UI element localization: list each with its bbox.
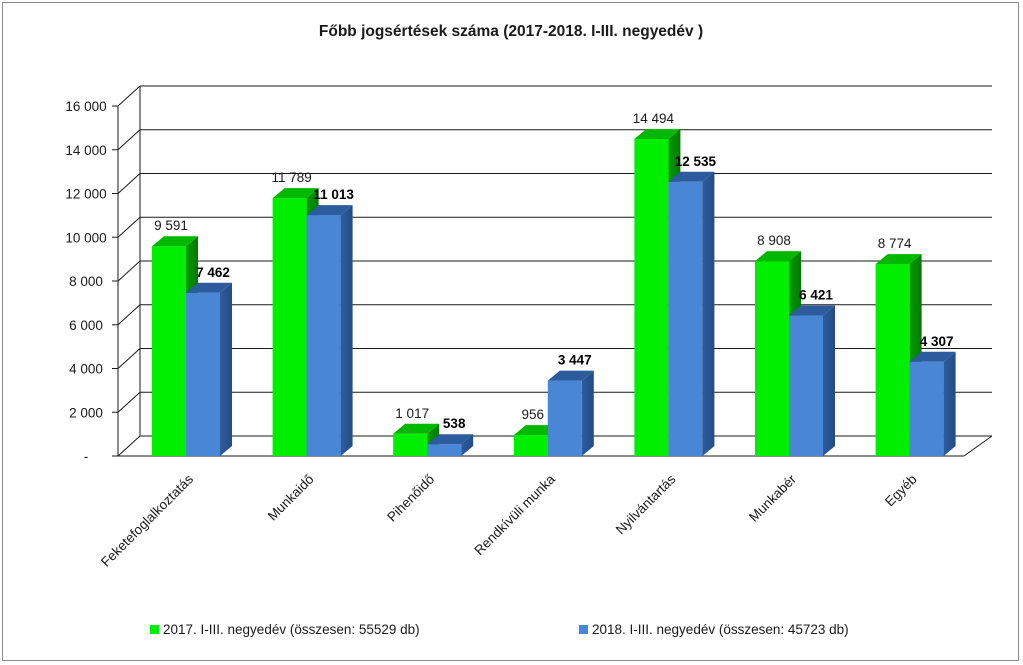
data-label: 12 535 (675, 154, 717, 169)
bar-top (427, 434, 474, 445)
data-label: 9 591 (154, 218, 188, 233)
bar-top (909, 351, 956, 362)
bar-2017 (634, 138, 669, 456)
bar-2018 (789, 315, 823, 456)
bar-side (702, 171, 715, 456)
bar-2017 (393, 433, 428, 456)
bar-top (668, 171, 715, 182)
bar-top (789, 305, 835, 316)
bar-side (220, 282, 232, 456)
bar-side (823, 305, 835, 456)
bar-top (152, 236, 198, 247)
gridline-side (117, 173, 141, 194)
x-tick-label: Egyéb (882, 472, 920, 510)
y-tick-label: 2 000 (69, 405, 103, 420)
bar-2018 (909, 361, 944, 456)
bar-top (755, 251, 801, 262)
y-tick-label: 14 000 (65, 143, 106, 158)
bar-top (272, 188, 319, 199)
y-tick-label: 4 000 (69, 362, 103, 377)
gridline-side (117, 391, 141, 413)
bar-top (634, 128, 681, 139)
bar-side (943, 351, 956, 456)
bar-side (581, 370, 594, 456)
y-tick-label: 6 000 (69, 318, 103, 333)
data-label: 1 017 (395, 406, 429, 421)
chart-title: Főbb jogsértések száma (2017-2018. I-III… (319, 23, 703, 40)
bar-2017 (152, 246, 186, 456)
floor-right-edge (963, 435, 993, 457)
x-tick-label: Nyilvántartás (613, 471, 679, 537)
x-tick-label: Munkaidő (265, 472, 317, 524)
bar-top (547, 370, 594, 381)
data-label: 11 013 (313, 187, 354, 202)
y-tick-label: 16 000 (65, 99, 106, 114)
data-label: 956 (522, 407, 545, 422)
data-label: 14 494 (633, 111, 675, 126)
bar-2018 (186, 292, 220, 456)
bar-2018 (547, 380, 582, 456)
bar-2017 (755, 261, 789, 456)
x-tick-label: Rendkívüli munka (471, 471, 558, 558)
data-label: 8 908 (757, 233, 791, 248)
bar-top (393, 423, 440, 434)
legend-label: 2017. I-III. negyedév (összesen: 55529 d… (163, 622, 420, 637)
x-tick-label: Pihenőidő (384, 472, 437, 525)
data-label: 7 462 (196, 265, 230, 280)
gridline-side (117, 435, 141, 457)
bar-2018 (306, 215, 341, 456)
bar-2018 (668, 181, 703, 456)
gridline-side (117, 348, 141, 369)
bar-top (306, 205, 353, 216)
bar-top (875, 254, 922, 265)
legend-swatch (150, 625, 159, 634)
gridline-side (117, 85, 141, 107)
gridline-side (117, 304, 141, 326)
bar-side (340, 205, 353, 456)
bar-side (461, 434, 474, 456)
y-tick-label: 8 000 (69, 274, 103, 289)
y-axis-ticks: - 2 000 4 000 6 000 8 000 10 000 12 000 14 000 1… (65, 99, 106, 464)
bar-top (186, 282, 232, 293)
data-label: 4 307 (920, 334, 954, 349)
data-label: 11 789 (271, 170, 311, 185)
chart-legend: 2017. I-III. negyedév (összesen: 55529 d… (150, 622, 849, 637)
gridline-side (117, 260, 141, 282)
bar-2017 (272, 198, 307, 456)
y-tick-label: - (84, 449, 89, 464)
bar-2017 (513, 435, 548, 456)
gridline-side (117, 216, 141, 238)
legend-label: 2018. I-III. negyedév (összesen: 45723 d… (592, 622, 849, 637)
x-tick-label: Munkabér (746, 471, 799, 524)
y-tick-label: 10 000 (65, 230, 106, 245)
bar-2018 (427, 444, 462, 456)
data-label: 3 447 (558, 353, 592, 368)
data-label: 8 774 (878, 236, 912, 251)
data-label: 6 421 (799, 288, 833, 303)
x-axis-ticks: Feketefoglalkoztatás Munkaidő Pihenőidő Ren… (98, 471, 920, 570)
x-tick-label: Feketefoglalkoztatás (98, 471, 196, 569)
chart-bars (152, 128, 956, 456)
data-label: 538 (443, 416, 466, 431)
legend-swatch (579, 625, 588, 634)
y-tick-label: 12 000 (65, 187, 106, 202)
gridline-side (117, 129, 141, 151)
bar-2017 (875, 264, 910, 456)
